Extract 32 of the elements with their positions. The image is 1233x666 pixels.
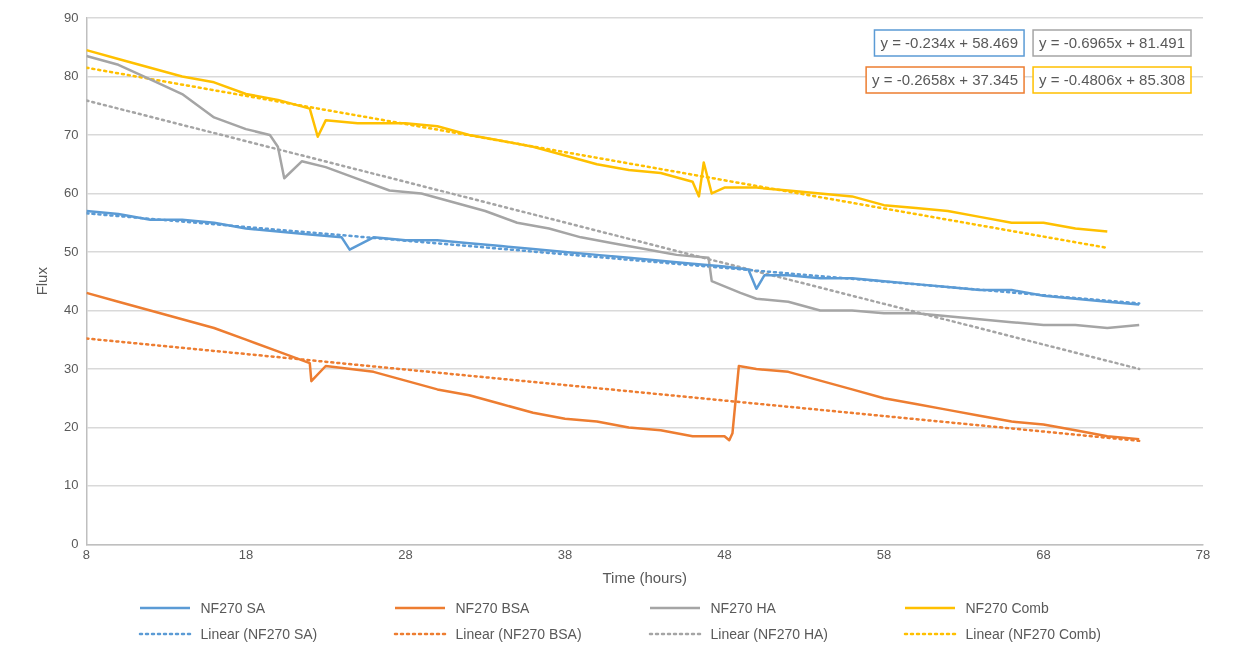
y-tick-label: 80 (63, 68, 79, 84)
x-tick-label: 48 (717, 546, 732, 562)
legend-label: Linear (NF270 HA) (710, 626, 828, 642)
legend-label: NF270 HA (710, 600, 776, 616)
y-tick-label: 10 (63, 477, 79, 493)
annotation: y = -0.2658x + 37.345 (872, 71, 1019, 89)
y-tick-label: 60 (63, 185, 79, 201)
x-tick-label: 28 (398, 546, 413, 562)
y-tick-label: 50 (63, 243, 79, 259)
annotation: y = -0.6965x + 81.491 (1039, 34, 1186, 52)
x-tick-label: 68 (1036, 546, 1051, 562)
x-tick-label: 8 (82, 546, 91, 562)
legend-label: NF270 Comb (965, 600, 1049, 616)
x-tick-label: 38 (557, 546, 573, 562)
y-tick-label: 90 (63, 9, 79, 25)
annotation: y = -0.4806x + 85.308 (1039, 71, 1186, 89)
annotation: y = -0.234x + 58.469 (880, 34, 1019, 52)
x-tick-label: 58 (876, 546, 892, 562)
x-axis-title: Time (hours) (602, 569, 687, 587)
x-tick-label: 18 (238, 546, 254, 562)
y-axis-title: Flux (33, 266, 51, 296)
legend-label: Linear (NF270 BSA) (455, 626, 582, 642)
y-tick-label: 20 (63, 419, 79, 434)
legend-label: Linear (NF270 SA) (200, 626, 318, 642)
y-tick-label: 40 (63, 302, 79, 318)
legend-label: NF270 SA (200, 600, 266, 616)
y-tick-label: 30 (63, 360, 79, 376)
legend-label: Linear (NF270 Comb) (965, 626, 1101, 642)
y-tick-label: 0 (71, 535, 79, 551)
legend-label: NF270 BSA (455, 600, 530, 616)
y-tick-label: 70 (63, 126, 79, 142)
x-tick-label: 78 (1195, 546, 1211, 562)
